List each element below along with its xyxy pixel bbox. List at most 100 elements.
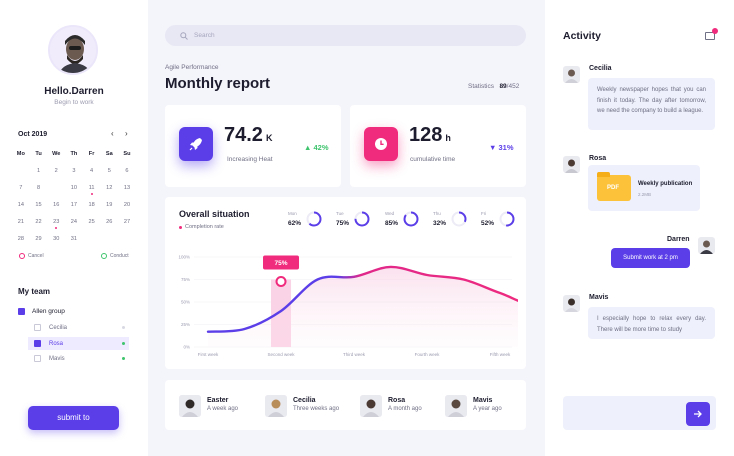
kpi-delta-value: 31% <box>498 143 514 152</box>
calendar-day[interactable]: 4 <box>90 168 94 174</box>
message-bubble: Weekly newspaper hopes that you can fini… <box>588 78 715 130</box>
weekday-header: Th <box>70 151 78 157</box>
person-name: Easter <box>207 397 229 404</box>
calendar-day[interactable]: 20 <box>123 202 131 208</box>
calendar-day[interactable]: 23 <box>47 216 65 229</box>
status-dot <box>122 357 125 360</box>
person-card[interactable]: Mavis A year ago <box>445 395 502 417</box>
activity-name: Darren <box>667 236 690 243</box>
y-tick-label: 75% <box>181 277 190 282</box>
person-card[interactable]: Rosa A month ago <box>360 395 422 417</box>
kpi-unit: h <box>445 133 451 143</box>
calendar-empty <box>12 165 30 178</box>
kpi-delta: ▼ 31% <box>489 143 514 152</box>
weekday-header: Sa <box>105 151 113 157</box>
day-name: Fri <box>481 211 487 216</box>
calendar-day[interactable]: 5 <box>107 168 111 174</box>
message-bubble: I especially hope to relax every day. Th… <box>588 307 715 339</box>
folder-icon: PDF <box>597 172 631 201</box>
kpi-delta: ▲ 42% <box>304 143 329 152</box>
calendar-day[interactable]: 29 <box>35 236 42 242</box>
member-checkbox[interactable] <box>34 355 41 362</box>
calendar-empty <box>100 233 118 246</box>
greeting-subtitle: Begin to work <box>54 99 94 106</box>
day-ring-tue: Tue 75% <box>336 211 376 231</box>
person-time: A year ago <box>473 406 502 412</box>
clock-icon <box>364 127 398 161</box>
calendar-day[interactable]: 17 <box>70 202 78 208</box>
calendar-day[interactable]: 13 <box>123 185 131 191</box>
calendar-day[interactable]: 24 <box>70 219 78 225</box>
page-kicker: Agile Performance <box>165 64 219 71</box>
day-value: 32% <box>433 220 447 227</box>
value-badge <box>263 255 300 270</box>
team-group[interactable]: Allen group <box>18 308 65 315</box>
calendar-day[interactable]: 30 <box>53 236 60 242</box>
day-ring-thu: Thu 32% <box>433 211 473 231</box>
calendar-day[interactable]: 22 <box>35 219 42 225</box>
calendar-day[interactable]: 25 <box>88 219 95 225</box>
calendar-day[interactable]: 12 <box>106 185 113 191</box>
day-value: 52% <box>481 220 495 227</box>
calendar-day[interactable]: 11 <box>83 182 101 195</box>
calendar-day[interactable]: 21 <box>17 219 24 225</box>
calendar-day[interactable]: 14 <box>17 202 24 208</box>
kpi-number: 128 <box>409 124 443 146</box>
progress-ring <box>403 211 419 227</box>
calendar-day[interactable]: 15 <box>35 202 42 208</box>
activity-name: Mavis <box>589 294 609 301</box>
calendar-day[interactable]: 2 <box>54 168 58 174</box>
kpi-label: Increasing Heat <box>227 156 273 163</box>
day-name: Tue <box>336 211 344 216</box>
progress-ring <box>354 211 370 227</box>
x-tick-label: Second week <box>267 352 295 357</box>
person-card[interactable]: Easter A week ago <box>179 395 238 417</box>
calendar-day[interactable]: 6 <box>125 168 129 174</box>
kpi-delta-value: 42% <box>313 143 329 152</box>
search-icon <box>180 31 188 40</box>
search-bar[interactable]: Search <box>165 25 526 46</box>
day-ring-mon: Mon 62% <box>288 211 328 231</box>
group-checkbox[interactable] <box>18 308 25 315</box>
team-member[interactable]: Mavis <box>28 352 129 365</box>
calendar-day[interactable]: 16 <box>53 202 60 208</box>
member-checkbox[interactable] <box>34 340 41 347</box>
rocket-icon <box>179 127 213 161</box>
calendar-day[interactable]: 7 <box>19 185 23 191</box>
calendar-day[interactable]: 27 <box>123 219 131 225</box>
stats-label: Statistics <box>468 83 495 90</box>
calendar-day[interactable]: 31 <box>70 236 78 242</box>
person-card[interactable]: Cecilia Three weeks ago <box>265 395 339 417</box>
x-tick-label: Fifth week <box>490 352 511 357</box>
team-member[interactable]: Rosa <box>28 337 129 350</box>
stats-total: /452 <box>506 83 520 90</box>
submit-button[interactable]: submit to <box>28 406 119 430</box>
member-name: Rosa <box>49 340 64 347</box>
series-line <box>206 265 518 333</box>
calendar-day[interactable]: 19 <box>106 202 113 208</box>
member-name: Cecilia <box>49 324 68 331</box>
chevron-left-icon[interactable]: ‹ <box>111 129 114 138</box>
calendar-day[interactable]: 9 <box>47 182 65 195</box>
profile-avatar[interactable] <box>48 25 98 75</box>
calendar-day[interactable]: 8 <box>36 185 41 191</box>
team-member[interactable]: Cecilia <box>28 321 129 334</box>
member-checkbox[interactable] <box>34 324 41 331</box>
mail-icon[interactable] <box>705 28 718 40</box>
progress-ring <box>499 211 515 227</box>
calendar-day[interactable]: 3 <box>72 168 76 174</box>
chevron-right-icon[interactable]: › <box>125 129 128 138</box>
line-chart: 100% 75% 50% 25% 0% 75% First week Second week T… <box>178 255 518 357</box>
calendar-day[interactable]: 18 <box>88 202 95 208</box>
file-type: PDF <box>607 185 619 191</box>
calendar-day[interactable]: 26 <box>106 219 113 225</box>
day-name: Thu <box>433 211 441 216</box>
calendar-empty <box>83 233 101 246</box>
calendar-day[interactable]: 1 <box>36 168 41 174</box>
calendar-day[interactable]: 28 <box>17 236 24 242</box>
send-button[interactable] <box>686 402 710 426</box>
calendar-month: Oct 2019 <box>18 131 48 138</box>
search-input[interactable]: Search <box>194 32 215 39</box>
calendar-day[interactable]: 10 <box>70 185 78 191</box>
